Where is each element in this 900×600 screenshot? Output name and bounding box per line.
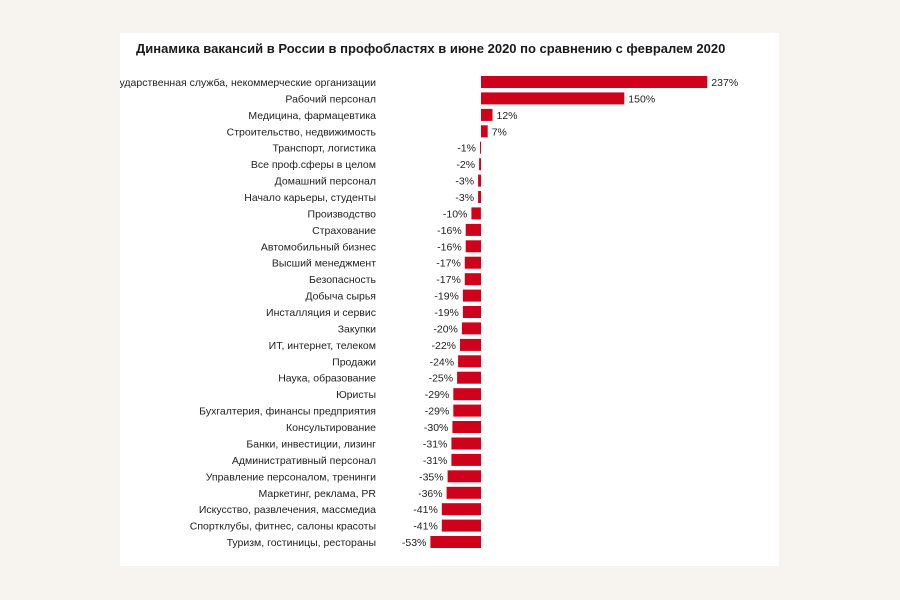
value-label: 12%: [497, 110, 518, 122]
bar: [462, 289, 481, 302]
value-label: -3%: [455, 192, 474, 204]
category-label: Транспорт, логистика: [272, 143, 376, 155]
bar: [481, 108, 493, 121]
category-label: Страхование: [312, 225, 376, 237]
category-label: Искусство, развлечения, массмедиа: [199, 504, 376, 516]
bar: [458, 355, 481, 368]
category-label: Административный персонал: [232, 455, 376, 467]
category-label: Наука, образование: [278, 373, 376, 385]
value-label: -19%: [434, 291, 459, 303]
category-label: Бухгалтерия, финансы предприятия: [199, 406, 376, 418]
value-label: -19%: [434, 307, 459, 319]
value-label: -35%: [419, 471, 444, 483]
category-label: Домашний персонал: [275, 176, 376, 188]
bar: [471, 207, 481, 220]
value-label: -30%: [424, 422, 449, 434]
category-label: Безопасность: [309, 274, 377, 286]
bar: [430, 536, 481, 548]
category-label: Все проф.сферы в целом: [251, 159, 376, 171]
bar: [478, 191, 481, 203]
value-label: -25%: [429, 373, 454, 385]
category-label: Продажи: [332, 356, 376, 368]
bar: [446, 486, 481, 499]
category-label: ИТ, интернет, телеком: [269, 340, 376, 352]
bar: [465, 223, 481, 236]
value-label: -16%: [437, 241, 462, 253]
value-label: -31%: [423, 438, 448, 450]
value-label: -17%: [436, 258, 461, 270]
bar: [479, 158, 481, 171]
bar: [451, 453, 481, 466]
bar: [481, 76, 708, 88]
value-label: -29%: [425, 389, 450, 401]
chart-title: Динамика вакансий в России в профобластя…: [136, 41, 726, 56]
value-label: 237%: [711, 77, 738, 89]
bar: [441, 519, 481, 532]
category-label: Государственная служба, некоммерческие о…: [120, 77, 376, 89]
value-label: -20%: [433, 323, 458, 335]
chart-card: Динамика вакансий в России в профобластя…: [120, 33, 779, 566]
bar: [478, 174, 481, 187]
bar: [453, 404, 481, 417]
value-label: -1%: [457, 143, 476, 155]
category-label: Инсталляция и сервис: [266, 307, 376, 319]
category-label: Банки, инвестиции, лизинг: [246, 438, 376, 450]
bar: [462, 306, 481, 318]
category-label: Производство: [308, 208, 377, 220]
bar: [457, 371, 481, 384]
bar: [465, 240, 481, 253]
value-label: -17%: [436, 274, 461, 286]
bar: [480, 141, 481, 154]
category-label: Юристы: [336, 389, 376, 401]
bar: [464, 273, 481, 286]
category-label: Маркетинг, реклама, PR: [259, 488, 377, 500]
value-label: 150%: [628, 93, 655, 105]
category-label: Высший менеджмент: [272, 258, 376, 270]
category-label: Спортклубы, фитнес, салоны красоты: [190, 521, 376, 533]
bar-chart: Государственная служба, некоммерческие о…: [120, 76, 738, 549]
bar: [464, 256, 481, 269]
value-label: -16%: [437, 225, 462, 237]
bar: [447, 470, 481, 483]
value-label: -2%: [456, 159, 475, 171]
value-label: -29%: [425, 406, 450, 418]
value-label: -31%: [423, 455, 448, 467]
value-label: -10%: [443, 208, 468, 220]
value-label: -3%: [455, 176, 474, 188]
bar: [481, 125, 488, 138]
value-label: -41%: [413, 521, 438, 533]
category-label: Управление персоналом, тренинги: [206, 471, 376, 483]
value-label: -36%: [418, 488, 443, 500]
value-label: 7%: [492, 126, 507, 138]
category-label: Начало карьеры, студенты: [244, 192, 376, 204]
category-label: Медицина, фармацевтика: [248, 110, 376, 122]
bar: [441, 503, 481, 516]
bar: [481, 92, 625, 105]
bar: [461, 322, 481, 335]
category-label: Рабочий персонал: [285, 93, 376, 105]
category-label: Добыча сырья: [305, 291, 376, 303]
category-label: Автомобильный бизнес: [261, 241, 376, 253]
bar: [453, 388, 481, 401]
value-label: -53%: [402, 537, 427, 549]
value-label: -41%: [413, 504, 438, 516]
category-label: Закупки: [338, 323, 376, 335]
category-label: Строительство, недвижимость: [227, 126, 377, 138]
value-label: -22%: [431, 340, 456, 352]
category-label: Туризм, гостиницы, рестораны: [227, 537, 376, 549]
bar: [451, 437, 481, 450]
value-label: -24%: [430, 356, 455, 368]
category-label: Консультирование: [286, 422, 376, 434]
bar: [452, 421, 481, 433]
bar: [460, 338, 481, 351]
